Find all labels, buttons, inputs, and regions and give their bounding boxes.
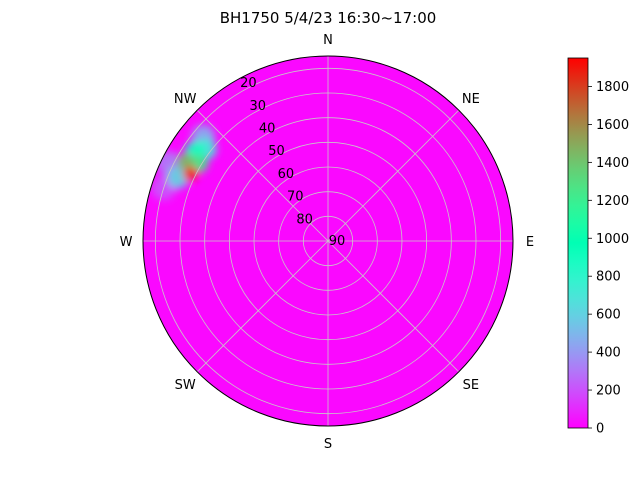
azimuth-spoke: [196, 240, 329, 373]
colorbar-tick-label: 600: [596, 308, 621, 323]
colorbar-tick-label: 0: [596, 422, 604, 437]
elevation-tick-label: 60: [278, 167, 295, 182]
colorbar-tick-label: 1000: [596, 232, 629, 247]
colorbar-tick-label: 200: [596, 384, 621, 399]
direction-label: E: [526, 235, 534, 250]
direction-label: S: [324, 437, 332, 452]
direction-label: NW: [174, 92, 197, 107]
direction-label: SW: [175, 378, 196, 393]
elevation-tick-label: 50: [268, 144, 285, 159]
colorbar-fill: [568, 58, 588, 428]
colorbar-tick-label: 1800: [596, 80, 629, 95]
heatmap-hotspots: [151, 124, 217, 201]
colorbar-tick-label: 1200: [596, 194, 629, 209]
elevation-tick-label: 40: [259, 122, 276, 137]
plot-area: 20 30 40 50 60 70 80 90 N NE E SE S SW W NW: [120, 33, 535, 452]
colorbar-ticks: 0 200 400 600 800 1000 1200 1400 1600 1800: [588, 80, 629, 437]
colorbar: 0 200 400 600 800 1000 1200 1400 1600 1800: [567, 57, 629, 437]
direction-label: NE: [462, 92, 480, 107]
colorbar-tick-label: 400: [596, 346, 621, 361]
direction-labels: N NE E SE S SW W NW: [120, 33, 535, 452]
plot-border: [142, 55, 514, 427]
heatmap-hotspot: [177, 153, 195, 171]
elevation-tick-label: 90: [329, 234, 346, 249]
azimuth-spoke: [327, 240, 460, 373]
elevation-tick-label: 70: [287, 190, 304, 205]
elevation-tick-label: 80: [296, 212, 313, 227]
elevation-tick-label: 20: [240, 76, 257, 91]
elevation-tick-labels: 20 30 40 50 60 70 80 90: [240, 76, 345, 249]
direction-label: N: [323, 33, 333, 48]
elevation-tick-label: 30: [249, 99, 266, 114]
colorbar-border: [567, 57, 589, 429]
colorbar-tick-label: 1400: [596, 156, 629, 171]
azimuth-spoke: [327, 109, 460, 242]
direction-label: SE: [463, 378, 479, 393]
chart-title: BH1750 5/4/23 16:30~17:00: [220, 9, 437, 27]
colorbar-tick-label: 800: [596, 270, 621, 285]
heatmap-hotspot: [166, 166, 190, 189]
azimuth-grid: [143, 56, 513, 426]
direction-label: W: [120, 235, 133, 250]
heatmap-hotspot: [183, 166, 198, 182]
colorbar-tick-label: 1600: [596, 118, 629, 133]
azimuth-spoke: [196, 109, 329, 242]
